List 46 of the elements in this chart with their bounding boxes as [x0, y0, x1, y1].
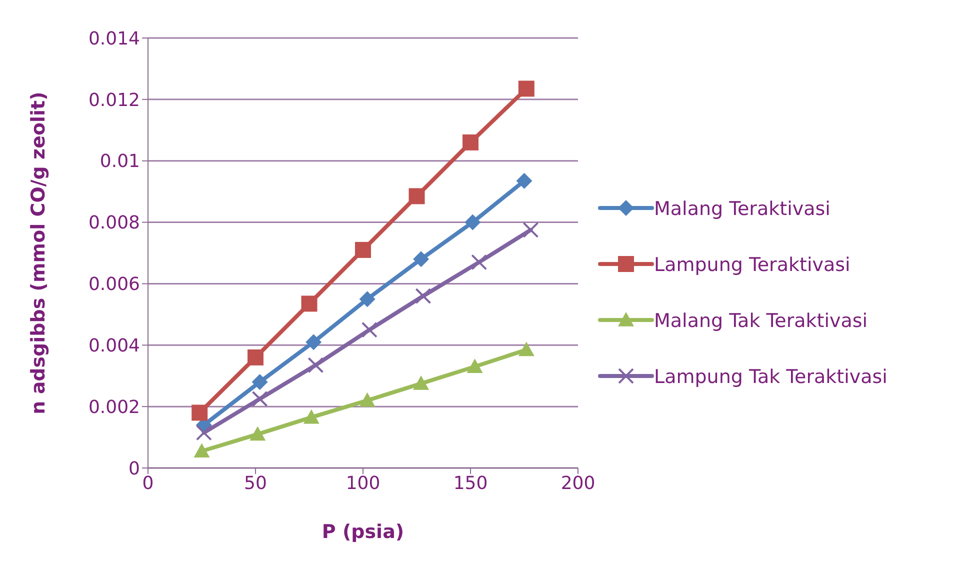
y-tick-label: 0.012 [88, 90, 140, 111]
point [252, 374, 268, 390]
point [308, 357, 324, 374]
point [301, 296, 318, 312]
point [196, 424, 212, 441]
y-axis-title: n adsgibbs (mmol CO/g zeolit) [28, 92, 50, 414]
point [303, 409, 320, 424]
point [306, 334, 322, 350]
y-tick-label: 0.008 [88, 212, 140, 234]
legend-label: Malang Teraktivasi [654, 197, 832, 222]
point [516, 172, 532, 189]
y-tick-label: 0.002 [88, 396, 140, 418]
point [462, 134, 478, 150]
legend-label: Malang Tak Teraktivasi [654, 309, 869, 334]
y-tick-label: 0.01 [100, 151, 140, 172]
x-axis-title: P (psia) [322, 521, 404, 543]
point [415, 288, 432, 304]
x-tick-label: 50 [244, 472, 267, 494]
point [518, 342, 534, 356]
point [518, 80, 534, 97]
point [192, 404, 208, 421]
point [522, 222, 539, 238]
point [471, 254, 488, 270]
x-tick-label: 0 [142, 472, 154, 494]
legend-label: Lampung Tak Teraktivasi [654, 365, 888, 390]
x-tick-label: 150 [453, 472, 488, 494]
point [359, 392, 376, 407]
point [361, 322, 378, 338]
point [359, 291, 376, 308]
legend-label: Lampung Teraktivasi [654, 253, 852, 278]
point [252, 390, 268, 407]
y-tick-label: 0.014 [88, 28, 140, 50]
point [248, 349, 264, 366]
point [466, 358, 483, 374]
y-tick-label: 0.004 [88, 336, 140, 357]
x-tick-label: 100 [346, 472, 380, 494]
point [408, 188, 425, 204]
point [250, 426, 266, 441]
x-tick-label: 200 [560, 472, 596, 494]
point [355, 242, 371, 258]
point [464, 214, 481, 230]
point [194, 443, 210, 458]
y-tick-label: 0.006 [88, 274, 140, 296]
y-tick-label: 0 [128, 458, 140, 480]
point [413, 251, 430, 268]
point [413, 376, 430, 390]
